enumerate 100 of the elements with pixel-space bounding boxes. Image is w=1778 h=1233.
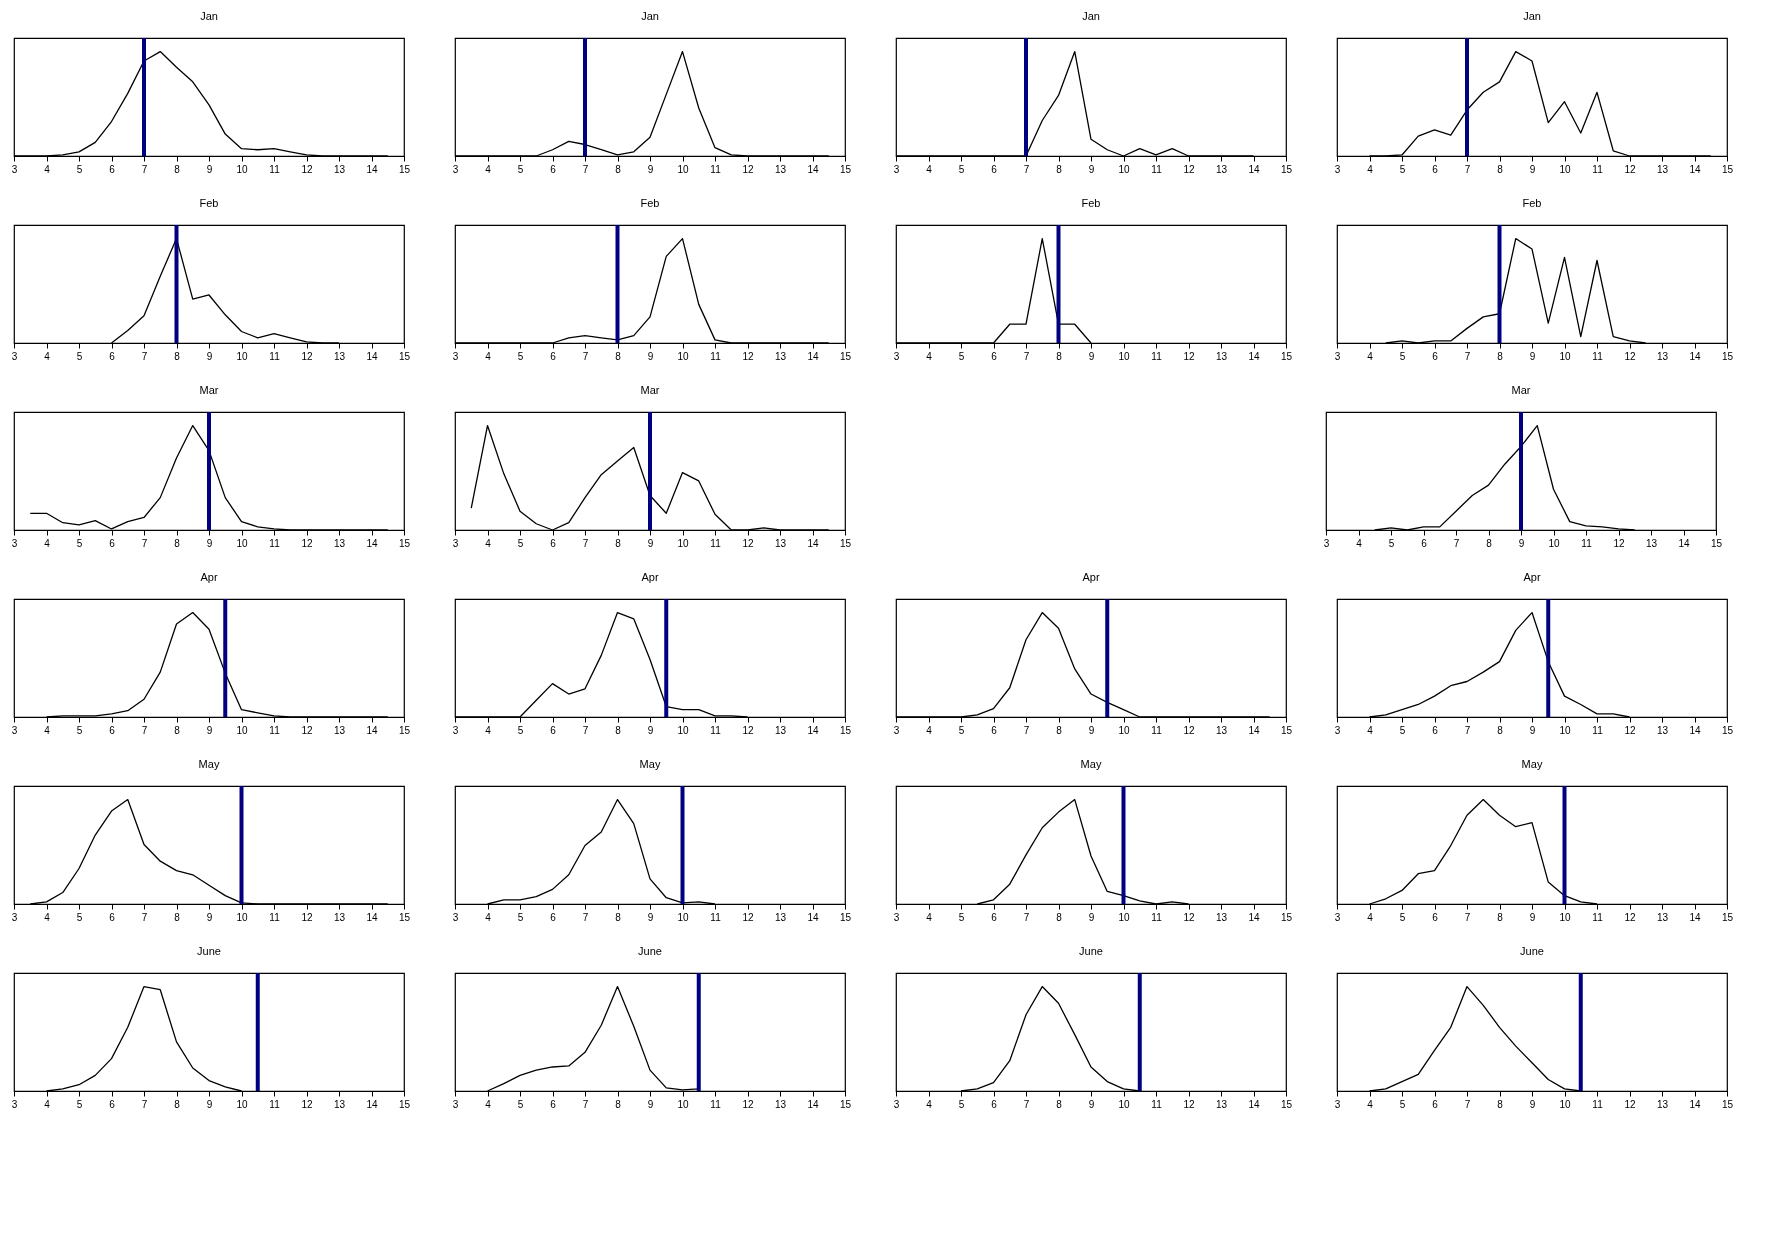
x-tick-label: 9 (206, 724, 213, 736)
x-tick-label: 3 (1334, 1098, 1341, 1110)
x-tick-label: 8 (1497, 350, 1504, 362)
x-tick-label: 14 (1689, 163, 1701, 175)
x-tick-label: 9 (206, 1098, 213, 1110)
x-tick-label: 9 (647, 350, 654, 362)
x-tick-label: 9 (1088, 724, 1095, 736)
x-tick-label: 15 (1721, 163, 1734, 175)
chart-title: May (1521, 758, 1543, 770)
x-tick-label: 7 (1023, 350, 1030, 362)
x-tick-label: 11 (269, 163, 281, 175)
x-tick-label: 8 (1056, 724, 1063, 736)
x-tick-label: 15 (1280, 724, 1293, 736)
x-tick-label: 5 (76, 911, 83, 923)
x-tick-label: 14 (807, 350, 819, 362)
x-tick-label: 3 (11, 1098, 18, 1110)
x-tick-label: 9 (1529, 724, 1536, 736)
x-tick-label: 6 (1432, 1098, 1439, 1110)
x-tick-label: 11 (1151, 350, 1163, 362)
chart-title: Feb (1081, 197, 1101, 209)
chart-title: Apr (200, 571, 218, 583)
x-tick-label: 8 (174, 724, 181, 736)
x-tick-label: 13 (1656, 1098, 1669, 1110)
x-tick-label: 10 (236, 1098, 248, 1110)
chart-title: Mar (1511, 384, 1531, 396)
x-tick-label: 6 (1432, 724, 1439, 736)
x-tick-label: 13 (1656, 350, 1669, 362)
x-tick-label: 10 (1118, 163, 1130, 175)
x-tick-label: 11 (269, 1098, 281, 1110)
x-tick-label: 11 (1592, 163, 1604, 175)
x-tick-label: 7 (141, 350, 148, 362)
x-tick-label: 5 (958, 1098, 965, 1110)
x-tick-label: 12 (1624, 724, 1636, 736)
x-tick-label: 8 (1056, 911, 1063, 923)
x-tick-label: 12 (301, 163, 313, 175)
x-tick-label: 5 (517, 537, 524, 549)
x-tick-label: 8 (1497, 1098, 1504, 1110)
x-tick-label: 14 (1689, 724, 1701, 736)
x-tick-label: 5 (517, 724, 524, 736)
x-tick-label: 7 (1023, 911, 1030, 923)
x-tick-label: 8 (174, 163, 181, 175)
chart-title: Mar (199, 384, 219, 396)
x-tick-label: 4 (1367, 724, 1374, 736)
x-tick-label: 15 (1721, 724, 1734, 736)
x-tick-label: 11 (1592, 724, 1604, 736)
x-tick-label: 14 (1689, 350, 1701, 362)
x-tick-label: 13 (1215, 724, 1228, 736)
x-tick-label: 15 (1280, 350, 1293, 362)
x-tick-label: 12 (1624, 163, 1636, 175)
x-tick-label: 4 (44, 1098, 51, 1110)
x-tick-label: 11 (269, 537, 281, 549)
x-tick-label: 13 (333, 350, 346, 362)
x-tick-label: 4 (485, 911, 492, 923)
x-tick-label: 3 (893, 163, 900, 175)
x-tick-label: 7 (1464, 1098, 1471, 1110)
x-tick-label: 9 (206, 537, 213, 549)
x-tick-label: 4 (1367, 1098, 1374, 1110)
x-tick-label: 15 (839, 163, 852, 175)
x-tick-label: 15 (1280, 163, 1293, 175)
x-tick-label: 11 (269, 911, 281, 923)
x-tick-label: 12 (1183, 350, 1195, 362)
x-tick-label: 8 (1056, 1098, 1063, 1110)
x-tick-label: 10 (677, 1098, 689, 1110)
x-tick-label: 9 (1529, 350, 1536, 362)
x-tick-label: 13 (1215, 1098, 1228, 1110)
x-tick-label: 15 (839, 350, 852, 362)
x-tick-label: 14 (1248, 1098, 1260, 1110)
x-tick-label: 11 (710, 911, 722, 923)
x-tick-label: 14 (807, 537, 819, 549)
chart-title: Jan (641, 10, 659, 22)
chart-title: Feb (640, 197, 660, 209)
x-tick-label: 5 (1399, 911, 1406, 923)
x-tick-label: 4 (44, 911, 51, 923)
x-tick-label: 8 (615, 537, 622, 549)
x-tick-label: 8 (615, 350, 622, 362)
x-tick-label: 15 (398, 1098, 411, 1110)
x-tick-label: 15 (1280, 1098, 1293, 1110)
x-tick-label: 4 (926, 911, 933, 923)
x-tick-label: 9 (647, 537, 654, 549)
x-tick-label: 12 (1624, 1098, 1636, 1110)
x-tick-label: 12 (742, 537, 754, 549)
x-tick-label: 15 (1721, 1098, 1734, 1110)
x-tick-label: 8 (1486, 537, 1493, 549)
chart-title: Apr (641, 571, 659, 583)
x-tick-label: 6 (991, 1098, 998, 1110)
x-tick-label: 10 (1559, 724, 1571, 736)
x-tick-label: 3 (893, 350, 900, 362)
x-tick-label: 12 (301, 911, 313, 923)
x-tick-label: 3 (11, 724, 18, 736)
x-tick-label: 4 (1367, 163, 1374, 175)
x-tick-label: 10 (677, 537, 689, 549)
x-tick-label: 6 (991, 724, 998, 736)
x-tick-label: 10 (1559, 163, 1571, 175)
x-tick-label: 15 (1721, 911, 1734, 923)
x-tick-label: 11 (1151, 163, 1163, 175)
x-tick-label: 8 (174, 911, 181, 923)
x-tick-label: 4 (926, 163, 933, 175)
x-tick-label: 13 (1656, 724, 1669, 736)
x-tick-label: 3 (452, 1098, 459, 1110)
x-tick-label: 10 (236, 724, 248, 736)
